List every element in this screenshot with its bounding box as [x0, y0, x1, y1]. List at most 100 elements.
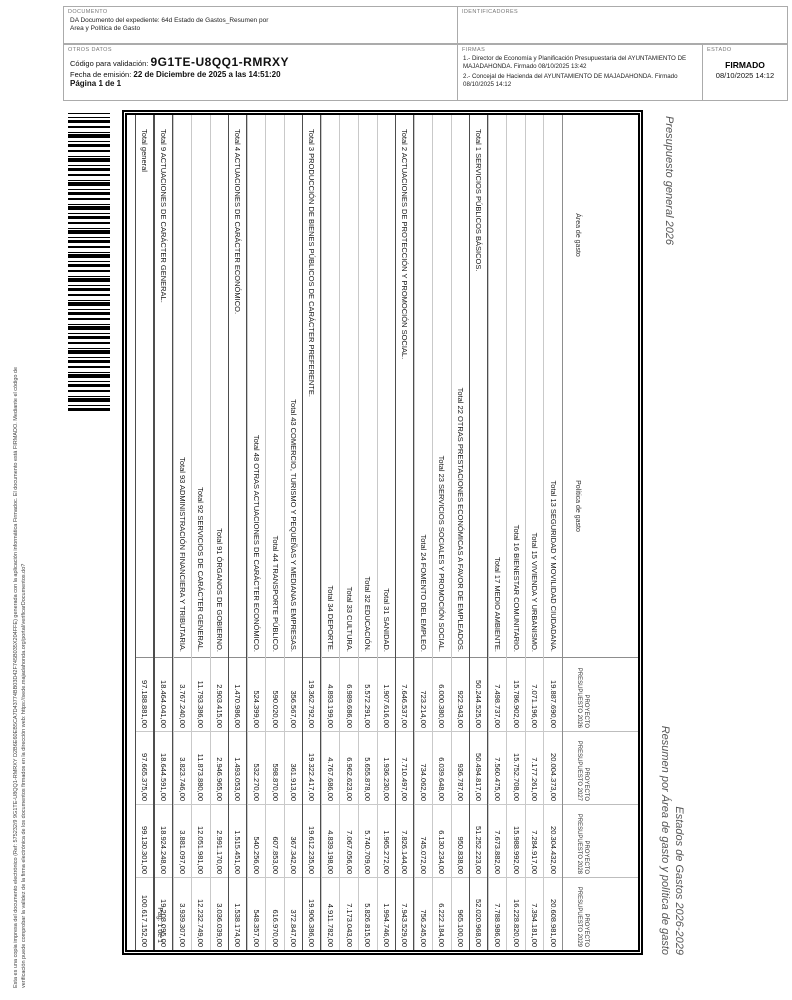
row-value-2027: 2.946.965,00 [210, 731, 229, 804]
otros-datos-box: OTROS DATOS Código para validación: 9G1T… [63, 44, 458, 101]
row-value-2028: 1.965.272,00 [377, 804, 396, 877]
fecha-emision: Fecha de emisión: 22 de Diciembre de 202… [70, 70, 451, 79]
row-value-2026: 7.646.537,00 [399, 684, 409, 728]
row-value-2028: 4.839.198,00 [321, 804, 340, 877]
row-value-2026: 1.470.986,00 [232, 684, 242, 728]
row-label: Total 13 SEGURIDAD Y MOVILIDAD CIUDADANA… [544, 115, 562, 658]
firmas-box: FIRMAS 1.- Director de Economía y Planif… [457, 44, 703, 101]
row-value-2026: 5.572.291,00 [363, 684, 373, 728]
row-label: Total 17 MEDIO AMBIENTE. [488, 115, 507, 658]
row-value-2026: 723.214,00 [418, 690, 428, 728]
report-subtitle-1: Estados de Gastos 2026-2029 [673, 806, 685, 955]
row-value-2027: 936.787,00 [451, 731, 470, 804]
row-value-2027: 361.913,00 [284, 731, 303, 804]
barcode [68, 113, 110, 411]
documento-box: DOCUMENTO DA Documento del expediente: 6… [63, 6, 458, 44]
table-header-row: Área de gasto Política de gasto PROYECTO… [562, 115, 638, 950]
table-row: Total 31 SANIDAD. 1.907.616,00 1.936.230… [376, 115, 396, 950]
row-label: Total 4 ACTUACIONES DE CARÁCTER ECONÓMIC… [229, 115, 246, 658]
row-value-2028: 3.881.097,00 [173, 804, 192, 877]
row-label: Total 1 SERVICIOS PÚBLICOS BÁSICOS. [470, 115, 487, 658]
row-value-2029: 7.173.043,00 [340, 877, 358, 950]
row-value-2027: 734.062,00 [414, 731, 433, 804]
header-2029-line2: PRESUPUESTO 2029 [576, 886, 582, 947]
row-value-2029: 1.538.174,00 [229, 877, 246, 950]
header-2026-line2: PRESUPUESTO 2026 [576, 667, 582, 728]
page-number: Pag. 1 de 1 [156, 907, 163, 943]
header-area-de-gasto: Área de gasto [574, 213, 581, 257]
row-value-2028: 5.740.709,00 [358, 804, 377, 877]
row-value-2029: 1.994.746,00 [377, 877, 396, 950]
row-value-2029: 6.222.184,00 [433, 877, 451, 950]
documento-label: DOCUMENTO [68, 9, 108, 15]
row-value-2026: 18.464.041,00 [158, 680, 168, 728]
row-value-2029: 7.788.986,00 [488, 877, 507, 950]
documento-line-1: DA Documento del expediente: 64d Estado … [70, 17, 269, 24]
row-value-2027: 18.644.591,00 [154, 731, 172, 804]
row-label: Total 31 SANIDAD. [377, 115, 396, 658]
landscape-wrapper: Presupuesto general 2026 Estados de Gast… [65, 110, 692, 1000]
codigo-value: 9G1TE-U8QQ1-RMRXY [150, 55, 289, 69]
row-value-2027: 7.177.261,00 [525, 731, 544, 804]
header-2028-line2: PRESUPUESTO 2028 [576, 813, 582, 874]
row-value-2029: 100.617.152,00 [136, 877, 153, 950]
row-value-2028: 950.838,00 [451, 804, 470, 877]
firma-2: 2.- Concejal de Hacienda del AYUNTAMIENT… [463, 73, 678, 88]
table-row: Total 3 PRODUCCIÓN DE BIENES PÚBLICOS DE… [302, 115, 321, 950]
row-value-2028: 6.130.234,00 [433, 804, 451, 877]
row-value-2027: 598.870,00 [266, 731, 284, 804]
table-row: Total 92 SERVICIOS DE CARÁCTER GENERAL. … [191, 115, 210, 950]
row-value-2028: 367.342,00 [284, 804, 303, 877]
table-row: Total 34 DEPORTE. 4.893.199,00 4.767.686… [320, 115, 340, 950]
firma-1: 1.- Director de Economía y Planificación… [463, 55, 687, 70]
row-label: Total 43 COMERCIO, TURISMO Y PEQUEÑAS Y … [284, 115, 303, 658]
row-value-2026: 15.786.902,00 [511, 680, 521, 728]
documento-line-2: Area y Política de Gasto [70, 25, 141, 32]
row-value-2027: 532.270,00 [247, 731, 266, 804]
row-value-2026: 7.498.737,00 [493, 684, 503, 728]
row-value-2027: 1.493.053,00 [229, 731, 246, 804]
row-value-2026: 11.793.386,00 [196, 680, 206, 728]
table-row: Total 48 OTRAS ACTUACIONES DE CARÁCTER E… [246, 115, 266, 950]
row-value-2028: 7.067.056,00 [340, 804, 358, 877]
fecha-label: Fecha de emisión: [70, 70, 134, 79]
header-presupuesto-2027: PROYECTO PRESUPUESTO 2027 [563, 731, 638, 804]
table-row: Total 16 BIENESTAR COMUNITARIO. 15.786.9… [506, 115, 525, 950]
row-label: Total 22 OTRAS PRESTACIONES ECONÓMICAS A… [451, 115, 470, 658]
table-row: Total 33 CULTURA. 6.989.686,00 6.962.623… [339, 115, 358, 950]
row-value-2028: 1.515.451,00 [229, 804, 246, 877]
report-title-right: Estados de Gastos 2026-2029 Resumen por … [658, 726, 686, 955]
table-row: Total 23 SERVICIOS SOCIALES Y PROMOCIÓN … [432, 115, 451, 950]
row-value-2029: 5.826.815,00 [358, 877, 377, 950]
firmas-label: FIRMAS [462, 47, 486, 53]
row-label: Total 23 SERVICIOS SOCIALES Y PROMOCIÓN … [433, 115, 451, 658]
row-value-2027: 50.494.817,00 [470, 731, 487, 804]
row-label: Total 9 ACTUACIONES DE CARÁCTER GENERAL. [154, 115, 172, 658]
row-value-2028: 18.924.248,00 [154, 804, 172, 877]
row-label: Total 16 BIENESTAR COMUNITARIO. [507, 115, 525, 658]
row-value-2026: 3.767.240,00 [177, 684, 187, 728]
row-value-2028: 2.991.170,00 [210, 804, 229, 877]
row-label: Total 2 ACTUACIONES DE PROTECCIÓN Y PROM… [396, 115, 413, 658]
row-label: Total 32 EDUCACIÓN. [358, 115, 377, 658]
table-row: Total 2 ACTUACIONES DE PROTECCIÓN Y PROM… [395, 115, 414, 950]
table-frame: Área de gasto Política de gasto PROYECTO… [122, 110, 643, 955]
row-value-2027: 7.710.497,00 [396, 731, 413, 804]
table-row: Total 91 ÓRGANOS DE GOBIERNO. 2.903.415,… [209, 115, 229, 950]
estado-fecha: 08/10/2025 14:12 [715, 71, 775, 80]
row-value-2029: 19.906.386,00 [303, 877, 320, 950]
row-value-2029: 372.847,00 [284, 877, 303, 950]
row-value-2026: 4.893.199,00 [326, 684, 336, 728]
row-value-2026: 19.362.792,00 [307, 680, 317, 728]
header-presupuesto-2028: PROYECTO PRESUPUESTO 2028 [563, 804, 638, 877]
row-value-2026: 2.903.415,00 [214, 684, 224, 728]
row-value-2027: 19.322.417,00 [303, 731, 320, 804]
row-value-2029: 20.608.981,00 [544, 877, 562, 950]
row-value-2029: 3.939.307,00 [173, 877, 192, 950]
codigo-label: Código para validación: [70, 59, 151, 68]
row-value-2028: 19.612.235,00 [303, 804, 320, 877]
row-value-2026: 524.399,00 [251, 690, 261, 728]
row-value-2026: 590.020,00 [270, 690, 280, 728]
header-2027-line1: PROYECTO [583, 767, 589, 801]
header-2027-line2: PRESUPUESTO 2027 [576, 740, 582, 801]
